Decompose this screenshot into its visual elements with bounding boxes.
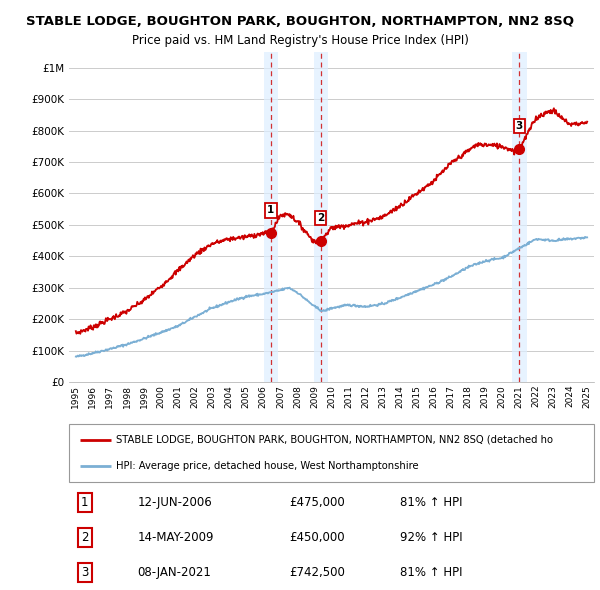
Text: 2: 2 xyxy=(317,214,325,223)
Text: STABLE LODGE, BOUGHTON PARK, BOUGHTON, NORTHAMPTON, NN2 8SQ (detached ho: STABLE LODGE, BOUGHTON PARK, BOUGHTON, N… xyxy=(116,435,553,445)
Text: 3: 3 xyxy=(516,122,523,132)
Text: 08-JAN-2021: 08-JAN-2021 xyxy=(137,566,211,579)
Bar xyxy=(512,52,527,382)
Text: 3: 3 xyxy=(81,566,88,579)
Text: Price paid vs. HM Land Registry's House Price Index (HPI): Price paid vs. HM Land Registry's House … xyxy=(131,34,469,47)
Text: STABLE LODGE, BOUGHTON PARK, BOUGHTON, NORTHAMPTON, NN2 8SQ: STABLE LODGE, BOUGHTON PARK, BOUGHTON, N… xyxy=(26,15,574,28)
Text: 81% ↑ HPI: 81% ↑ HPI xyxy=(400,496,462,509)
Text: £742,500: £742,500 xyxy=(290,566,346,579)
Bar xyxy=(314,52,328,382)
Text: 92% ↑ HPI: 92% ↑ HPI xyxy=(400,531,463,544)
Text: 1: 1 xyxy=(81,496,89,509)
Text: 12-JUN-2006: 12-JUN-2006 xyxy=(137,496,212,509)
Text: £450,000: £450,000 xyxy=(290,531,345,544)
Text: 14-MAY-2009: 14-MAY-2009 xyxy=(137,531,214,544)
Text: 81% ↑ HPI: 81% ↑ HPI xyxy=(400,566,462,579)
FancyBboxPatch shape xyxy=(69,424,594,482)
Text: £475,000: £475,000 xyxy=(290,496,345,509)
Text: 2: 2 xyxy=(81,531,89,544)
Text: HPI: Average price, detached house, West Northamptonshire: HPI: Average price, detached house, West… xyxy=(116,461,419,471)
Text: 1: 1 xyxy=(267,205,274,215)
Bar xyxy=(263,52,278,382)
